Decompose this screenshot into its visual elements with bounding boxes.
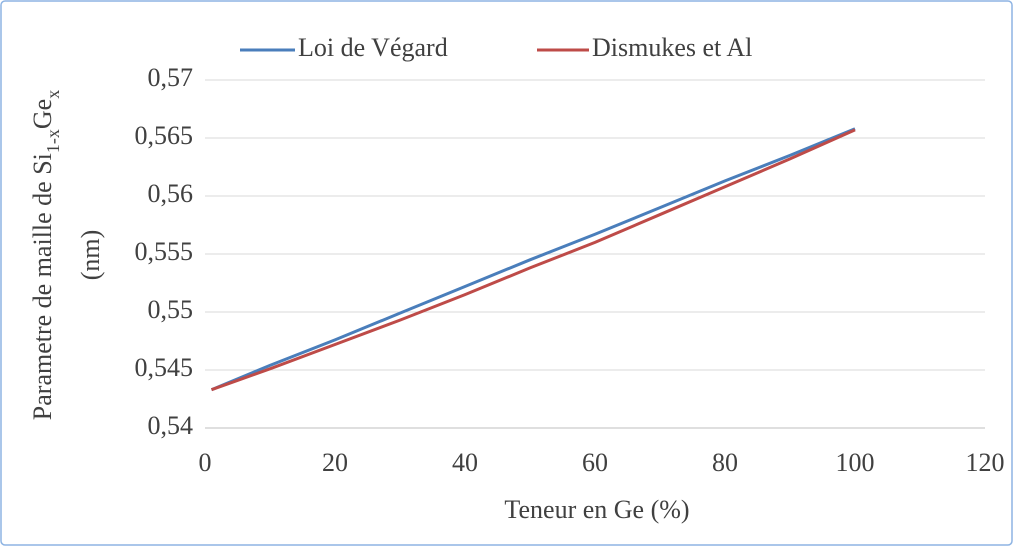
series-line (210, 128, 856, 392)
legend-label: Loi de Végard (298, 33, 448, 62)
legend-label: Dismukes et Al (592, 33, 752, 62)
y-tick-label: 0,57 (148, 63, 194, 92)
y-axis-title-line1: Parametre de maille de Si1-xGex (28, 90, 63, 420)
y-tick-label: 0,545 (135, 353, 194, 382)
series-line (210, 127, 856, 392)
y-axis-title-line2: (nm) (76, 230, 105, 281)
x-tick-label: 80 (712, 448, 738, 477)
x-tick-label: 0 (199, 448, 212, 477)
x-tick-label: 120 (966, 448, 1005, 477)
x-tick-label: 20 (322, 448, 348, 477)
y-tick-label: 0,55 (148, 295, 194, 324)
y-tick-label: 0,54 (148, 411, 194, 440)
x-tick-label: 40 (452, 448, 478, 477)
x-tick-label: 60 (582, 448, 608, 477)
y-tick-label: 0,555 (135, 237, 194, 266)
x-tick-label: 100 (836, 448, 875, 477)
y-axis-title: Parametre de maille de Si1-xGex (nm) (28, 90, 105, 420)
y-tick-label: 0,565 (135, 121, 194, 150)
y-tick-label: 0,56 (148, 179, 194, 208)
x-axis-title: Teneur en Ge (%) (504, 495, 689, 524)
